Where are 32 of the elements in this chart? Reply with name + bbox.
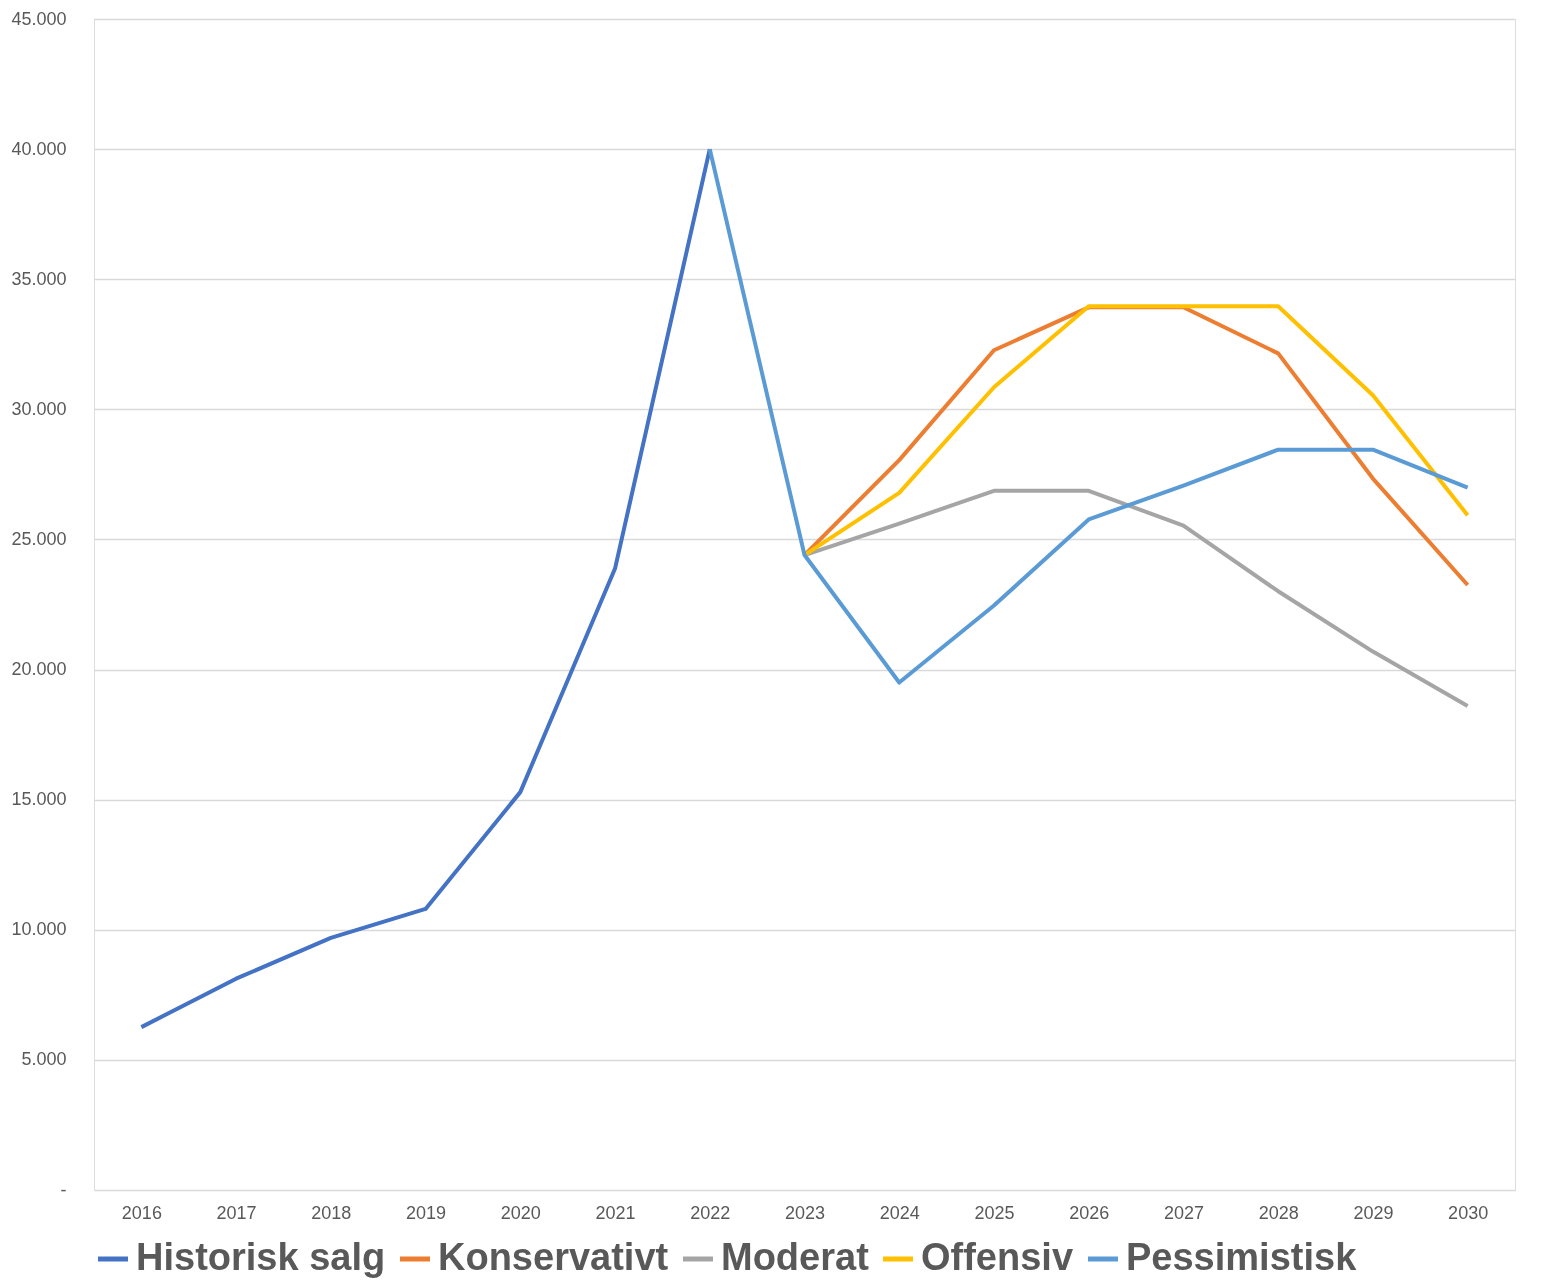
y-tick-label: 10.000 bbox=[11, 919, 67, 940]
x-tick-label: 2026 bbox=[1069, 1202, 1110, 1223]
y-tick-label: 5.000 bbox=[21, 1049, 67, 1070]
y-tick-label: 35.000 bbox=[11, 268, 67, 289]
x-tick-label: 2024 bbox=[879, 1202, 920, 1223]
line-series bbox=[707, 147, 1470, 685]
y-tick-label: 45.000 bbox=[11, 8, 67, 29]
y-tick-label: 30.000 bbox=[11, 398, 67, 419]
y-tick-label: 40.000 bbox=[11, 138, 67, 159]
x-tick-label: 2030 bbox=[1448, 1202, 1489, 1223]
legend-label: Pessimistisk bbox=[1126, 1236, 1358, 1278]
x-tick-label: 2027 bbox=[1163, 1202, 1204, 1223]
y-tick-label: 20.000 bbox=[11, 659, 67, 680]
y-tick-label: - bbox=[60, 1179, 67, 1200]
x-tick-label: 2022 bbox=[690, 1202, 731, 1223]
legend-label: Konservativt bbox=[438, 1236, 669, 1278]
legend-label: Historisk salg bbox=[136, 1236, 386, 1278]
legend-label: Offensiv bbox=[921, 1236, 1074, 1278]
x-tick-label: 2018 bbox=[311, 1202, 352, 1223]
x-tick-label: 2028 bbox=[1258, 1202, 1299, 1223]
x-tick-label: 2023 bbox=[784, 1202, 826, 1223]
x-tick-label: 2025 bbox=[974, 1202, 1015, 1223]
x-tick-label: 2029 bbox=[1353, 1202, 1394, 1223]
x-tick-label: 2016 bbox=[121, 1202, 162, 1223]
x-tick-label: 2020 bbox=[500, 1202, 541, 1223]
x-tick-label: 2019 bbox=[406, 1202, 447, 1223]
y-tick-label: 15.000 bbox=[11, 789, 67, 810]
x-tick-label: 2021 bbox=[595, 1202, 636, 1223]
legend-label: Moderat bbox=[721, 1236, 870, 1278]
x-tick-label: 2017 bbox=[216, 1202, 257, 1223]
line-series bbox=[139, 147, 712, 1030]
y-tick-label: 25.000 bbox=[11, 528, 67, 549]
